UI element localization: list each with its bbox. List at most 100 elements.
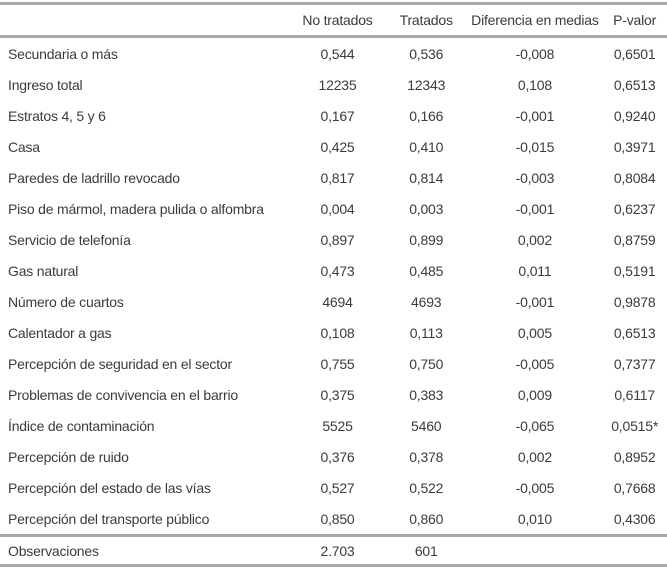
- cell-tratados: 0,860: [409, 510, 444, 527]
- header-tratados: Tratados: [399, 12, 453, 28]
- table-row: Percepción del estado de las vías 0,527 0,…: [0, 472, 667, 503]
- cell-p-valor: 0,6513: [613, 76, 656, 93]
- cell-no-tratados: 0,108: [320, 324, 355, 341]
- cell-diferencia: 0,005: [517, 324, 552, 341]
- cell-diferencia: -0,001: [515, 293, 555, 310]
- cell-no-tratados: 12235: [318, 76, 357, 93]
- observations-empty-cell: [468, 536, 603, 566]
- header-diferencia-en-medias: Diferencia en medias: [471, 12, 599, 28]
- table-row: Percepción de seguridad en el sector 0,75…: [0, 348, 667, 379]
- row-label: Gas natural: [8, 262, 79, 279]
- cell-no-tratados: 0,527: [320, 479, 355, 496]
- cell-diferencia: 0,002: [517, 448, 552, 465]
- table-row: Calentador a gas 0,108 0,113 0,005 0,6513: [0, 317, 667, 348]
- header-row: No tratados Tratados Diferencia en media…: [0, 4, 667, 37]
- table-row: Ingreso total 12235 12343 0,108 0,6513: [0, 69, 667, 100]
- observations-label: Observaciones: [8, 542, 99, 559]
- row-label: Percepción del transporte público: [8, 510, 210, 527]
- header-variable: [0, 4, 290, 37]
- cell-p-valor: 0,9878: [613, 293, 656, 310]
- cell-tratados: 0,485: [409, 262, 444, 279]
- cell-no-tratados: 0,376: [320, 448, 355, 465]
- row-label: Paredes de ladrillo revocado: [8, 169, 180, 186]
- cell-tratados: 5460: [411, 417, 442, 434]
- cell-p-valor: 0,6237: [613, 200, 656, 217]
- cell-diferencia: -0,005: [515, 355, 555, 372]
- table-row: Gas natural 0,473 0,485 0,011 0,5191: [0, 255, 667, 286]
- table-row: Índice de contaminación 5525 5460 -0,065 0,0…: [0, 410, 667, 441]
- row-label: Estratos 4, 5 y 6: [8, 107, 106, 124]
- cell-p-valor: 0,7668: [613, 479, 656, 496]
- cell-tratados: 0,536: [409, 45, 444, 62]
- cell-p-valor: 0,3971: [613, 138, 656, 155]
- table-row: Servicio de telefonía 0,897 0,899 0,002 0,87…: [0, 224, 667, 255]
- cell-no-tratados: 0,817: [320, 169, 355, 186]
- cell-tratados: 12343: [407, 76, 446, 93]
- cell-p-valor: 0,8952: [613, 448, 656, 465]
- cell-no-tratados: 0,897: [320, 231, 355, 248]
- cell-diferencia: -0,015: [515, 138, 555, 155]
- observations-tratados: 601: [414, 542, 438, 559]
- cell-tratados: 0,378: [409, 448, 444, 465]
- cell-tratados: 0,410: [409, 138, 444, 155]
- cell-p-valor: 0,5191: [613, 262, 656, 279]
- table-row: Percepción del transporte público 0,850 0,…: [0, 503, 667, 536]
- cell-diferencia: -0,003: [515, 169, 555, 186]
- table-header: No tratados Tratados Diferencia en media…: [0, 4, 667, 37]
- cell-p-valor: 0,8084: [613, 169, 656, 186]
- row-label: Calentador a gas: [8, 324, 112, 341]
- cell-no-tratados: 0,544: [320, 45, 355, 62]
- cell-diferencia: 0,009: [517, 386, 552, 403]
- table-row: Piso de mármol, madera pulida o alfombra…: [0, 193, 667, 224]
- cell-diferencia: -0,001: [515, 107, 555, 124]
- cell-diferencia: -0,008: [515, 45, 555, 62]
- cell-tratados: 0,522: [409, 479, 444, 496]
- row-label: Secundaria o más: [8, 45, 118, 62]
- table-row: Problemas de convivencia en el barrio 0,3…: [0, 379, 667, 410]
- row-label: Índice de contaminación: [8, 417, 155, 434]
- observations-empty-cell: [602, 536, 667, 566]
- cell-diferencia: -0,065: [515, 417, 555, 434]
- cell-no-tratados: 0,004: [320, 200, 355, 217]
- header-no-tratados: No tratados: [302, 12, 373, 28]
- table-row: Casa 0,425 0,410 -0,015 0,3971: [0, 131, 667, 162]
- cell-p-valor: 0,6501: [613, 45, 656, 62]
- table-row: Percepción de ruido 0,376 0,378 0,002 0,8952: [0, 441, 667, 472]
- cell-no-tratados: 0,850: [320, 510, 355, 527]
- row-label: Ingreso total: [8, 76, 83, 93]
- row-label: Número de cuartos: [8, 293, 124, 310]
- row-label: Percepción del estado de las vías: [8, 479, 211, 496]
- cell-diferencia: 0,002: [517, 231, 552, 248]
- table-footer: Observaciones 2.703 601: [0, 535, 667, 566]
- cell-no-tratados: 0,167: [320, 107, 355, 124]
- cell-tratados: 0,166: [409, 107, 444, 124]
- table-row: Estratos 4, 5 y 6 0,167 0,166 -0,001 0,9240: [0, 100, 667, 131]
- cell-tratados: 0,383: [409, 386, 444, 403]
- row-label: Percepción de seguridad en el sector: [8, 355, 232, 372]
- cell-no-tratados: 4694: [322, 293, 353, 310]
- cell-diferencia: 0,010: [517, 510, 552, 527]
- cell-p-valor: 0,6513: [613, 324, 656, 341]
- cell-tratados: 0,899: [409, 231, 444, 248]
- row-label: Percepción de ruido: [8, 448, 129, 465]
- cell-tratados: 0,750: [409, 355, 444, 372]
- cell-no-tratados: 0,425: [320, 138, 355, 155]
- header-p-valor: P-valor: [613, 12, 657, 28]
- cell-p-valor: 0,0515*: [611, 417, 659, 434]
- row-label: Piso de mármol, madera pulida o alfombra: [8, 200, 264, 217]
- observations-row: Observaciones 2.703 601: [0, 535, 667, 566]
- table-row: Número de cuartos 4694 4693 -0,001 0,9878: [0, 286, 667, 317]
- cell-diferencia: -0,001: [515, 200, 555, 217]
- cell-tratados: 0,814: [409, 169, 444, 186]
- row-label: Casa: [8, 138, 40, 155]
- cell-p-valor: 0,8759: [613, 231, 656, 248]
- row-label: Problemas de convivencia en el barrio: [8, 386, 238, 403]
- cell-p-valor: 0,4306: [613, 510, 656, 527]
- cell-tratados: 0,113: [409, 324, 443, 341]
- cell-p-valor: 0,6117: [614, 386, 655, 403]
- cell-no-tratados: 0,473: [320, 262, 355, 279]
- cell-no-tratados: 0,375: [320, 386, 355, 403]
- row-label: Servicio de telefonía: [8, 231, 131, 248]
